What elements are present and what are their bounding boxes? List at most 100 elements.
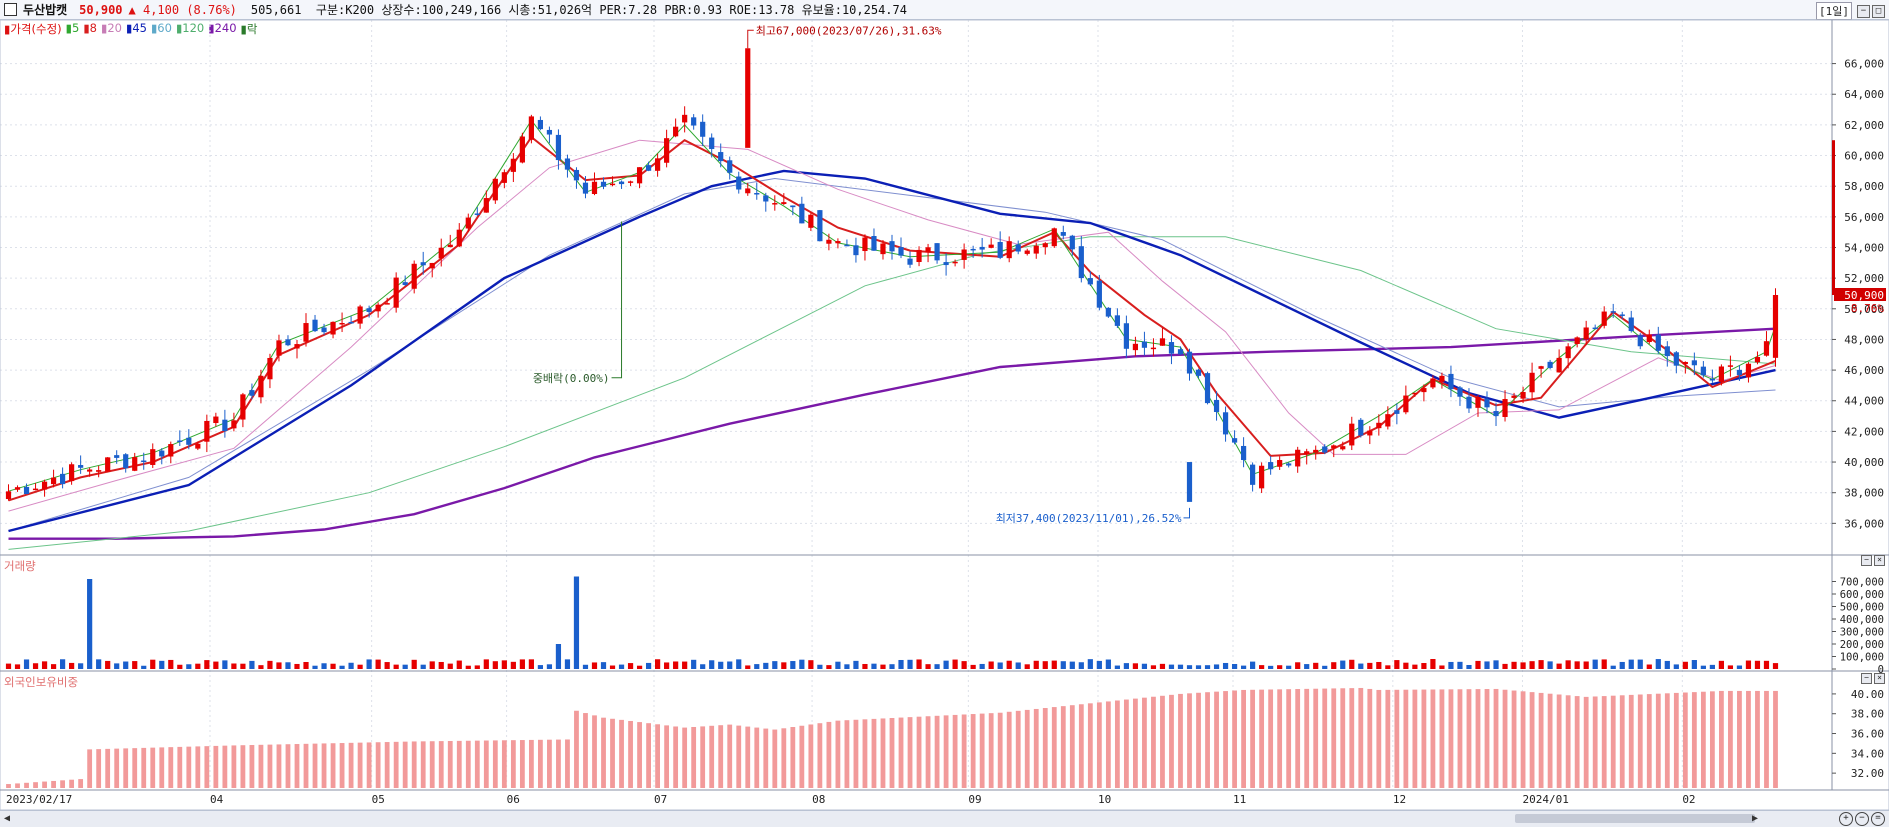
foreign-bar	[1709, 691, 1715, 788]
candle	[889, 241, 895, 252]
foreign-bar	[853, 719, 859, 788]
candle	[1772, 295, 1779, 358]
volume-bar	[1213, 664, 1220, 669]
volume-bar	[636, 665, 643, 669]
volume-bar	[1682, 661, 1688, 669]
candle	[402, 282, 408, 285]
panel-minimize-icon[interactable]: −	[1861, 555, 1872, 566]
volume-bar	[1313, 662, 1319, 669]
minimize-icon[interactable]: −	[1857, 4, 1870, 18]
foreign-bar	[1196, 692, 1201, 788]
volume-bar	[655, 659, 661, 669]
candle	[1141, 341, 1148, 348]
volume-bar	[5, 663, 12, 669]
legend-ma240[interactable]: ▮240	[208, 21, 237, 35]
candle	[880, 243, 886, 255]
y-tick-label: 60,000	[1844, 150, 1884, 163]
candle	[781, 202, 787, 204]
foreign-bar	[258, 744, 264, 788]
candle	[492, 178, 498, 201]
legend-ma8[interactable]: ▮8	[83, 21, 97, 35]
scroll-left-icon[interactable]: ◀	[4, 813, 11, 824]
volume-bar	[1493, 660, 1499, 669]
legend-rak[interactable]: ▮락	[240, 22, 258, 36]
volume-bar	[1096, 660, 1102, 669]
candle	[636, 167, 643, 184]
foreign-bar	[1376, 689, 1382, 788]
candle	[736, 176, 742, 190]
candle	[1619, 314, 1625, 316]
scroll-right-icon[interactable]: ▶	[1752, 813, 1759, 824]
candle	[826, 239, 832, 244]
foreign-bar	[1529, 692, 1535, 788]
candle	[267, 357, 273, 380]
candle	[1511, 395, 1517, 398]
legend-ma120[interactable]: ▮120	[175, 21, 205, 35]
foreign-bar	[1421, 689, 1427, 788]
volume-bar	[14, 664, 21, 669]
candle	[862, 237, 868, 252]
volume-bar	[618, 664, 625, 669]
candle	[1583, 327, 1589, 340]
time-scrollbar[interactable]: ◀ ▶ + − =	[0, 810, 1889, 827]
volume-bar	[123, 661, 129, 669]
candle	[1105, 307, 1111, 317]
volume-bar	[727, 661, 733, 669]
candle	[808, 214, 814, 228]
rak-marker	[611, 221, 623, 379]
volume-bar	[339, 665, 345, 669]
candle	[357, 306, 363, 324]
candle	[96, 470, 102, 472]
candle	[898, 247, 904, 256]
foreign-bar	[1466, 689, 1472, 788]
candle	[285, 339, 291, 346]
volume-bar	[1268, 665, 1274, 669]
volume-bar	[1304, 664, 1310, 669]
legend-ma5[interactable]: ▮5	[65, 21, 80, 35]
stock-chart[interactable]: 36,000 38,000 40,000 42,000 44,000 46,000 48,0…	[0, 0, 1889, 810]
candle	[87, 469, 93, 472]
indicator-legend: ▮가격(수정) ▮5 ▮8 ▮20 ▮45 ▮60 ▮120 ▮240 ▮락	[4, 21, 257, 37]
legend-ma20[interactable]: ▮20	[100, 21, 122, 35]
period-selector[interactable]: [1일]	[1816, 2, 1852, 20]
candle	[618, 181, 625, 185]
candle	[1367, 430, 1373, 436]
legend-ma60[interactable]: ▮60	[150, 21, 172, 35]
volume-bar	[1412, 664, 1418, 669]
foreign-bar	[1637, 694, 1643, 788]
volume-bar	[582, 664, 589, 669]
scroll-thumb[interactable]	[1515, 814, 1755, 823]
candle	[330, 321, 336, 335]
foreign-bar	[1367, 688, 1373, 788]
panel-minimize-icon[interactable]: −	[1861, 673, 1872, 684]
zoom-out-icon[interactable]: −	[1855, 812, 1869, 826]
foreign-bar	[1592, 696, 1598, 788]
maximize-icon[interactable]: □	[1872, 4, 1885, 18]
panel-close-icon[interactable]: ×	[1874, 673, 1885, 684]
foreign-bar	[601, 717, 606, 788]
candle	[1331, 445, 1337, 449]
panel-close-icon[interactable]: ×	[1874, 555, 1885, 566]
volume-bar	[1051, 660, 1057, 669]
zoom-in-icon[interactable]: +	[1839, 812, 1853, 826]
select-checkbox[interactable]	[4, 3, 17, 16]
volume-bar	[447, 663, 453, 669]
foreign-panel-label: 외국인보유비중	[4, 675, 79, 689]
volume-bar	[1286, 665, 1292, 669]
volume-bar	[700, 664, 706, 669]
candle	[474, 213, 480, 215]
foreign-bar	[1412, 689, 1418, 788]
volume-bar	[41, 661, 48, 669]
legend-ma45[interactable]: ▮45	[125, 21, 147, 35]
legend-price[interactable]: ▮가격(수정)	[4, 22, 62, 36]
foreign-bar	[799, 725, 805, 788]
candle	[1150, 347, 1157, 350]
foreign-bar	[1006, 711, 1012, 788]
volume-bar	[600, 662, 607, 669]
candle	[1087, 278, 1093, 285]
foreign-bar	[105, 748, 111, 788]
volume-bar	[231, 663, 237, 669]
volume-bar	[132, 661, 138, 669]
volume-bar	[348, 662, 354, 669]
zoom-reset-icon[interactable]: =	[1871, 812, 1885, 826]
